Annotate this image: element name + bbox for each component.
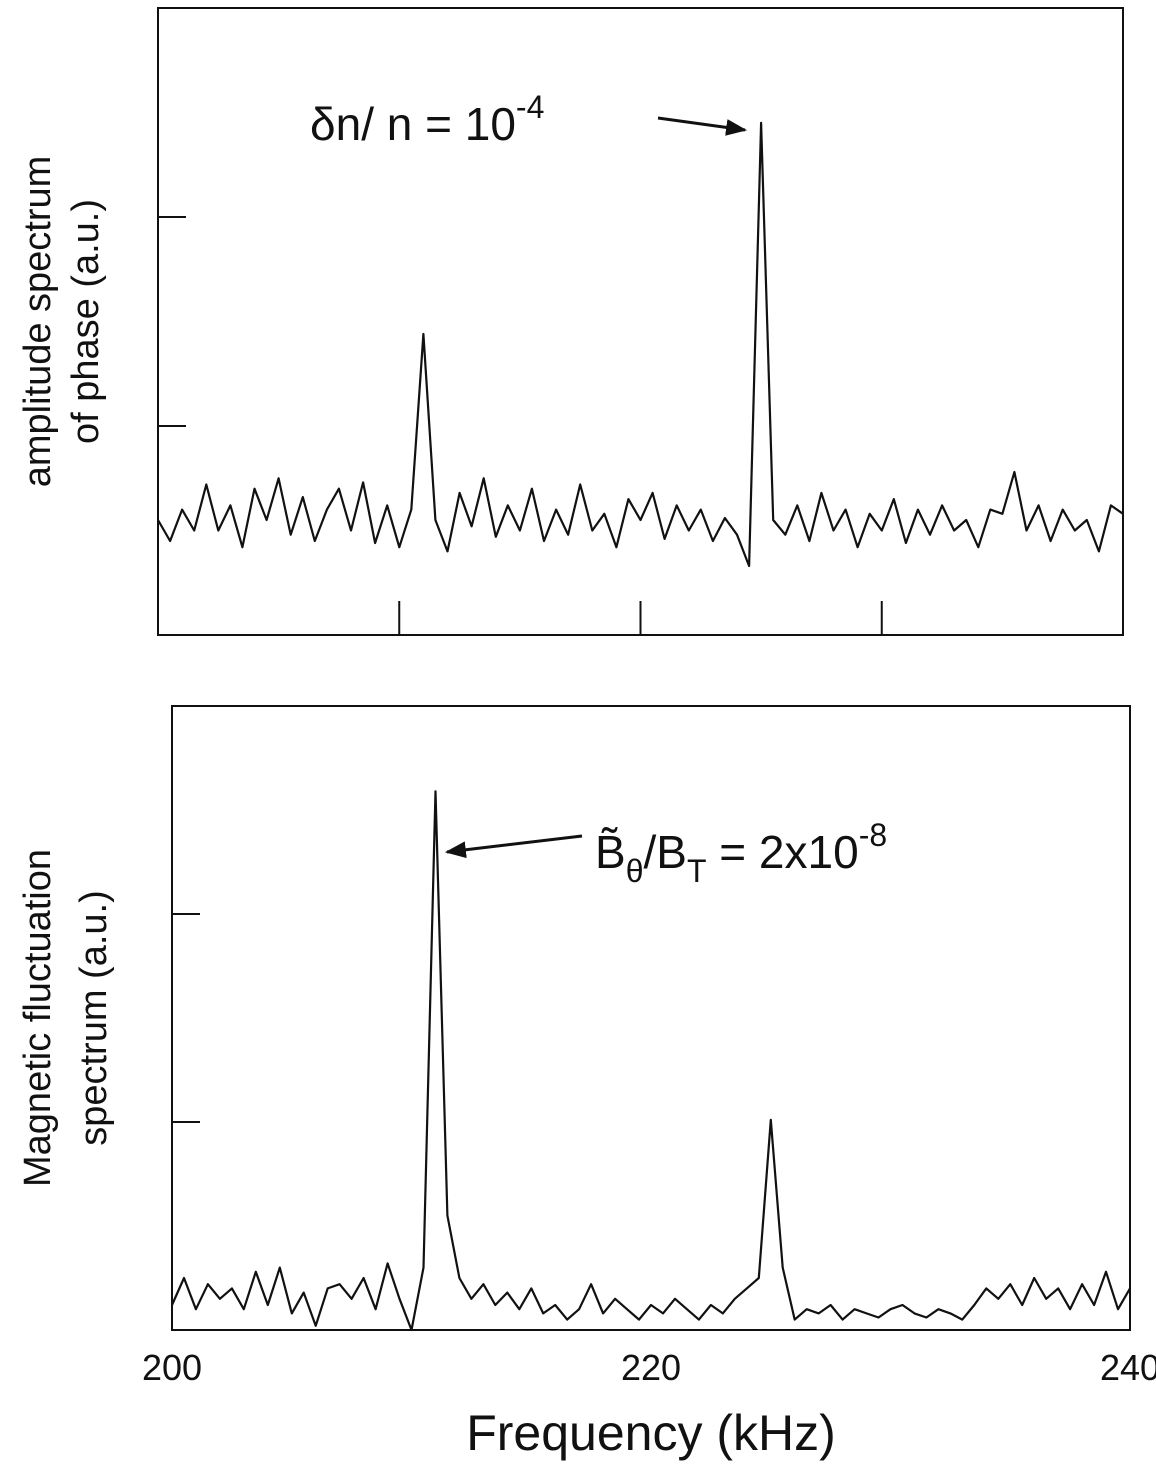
annotation: δn/ n = 10-4: [310, 89, 544, 150]
y-axis-label: Magnetic fluctuation: [17, 849, 59, 1187]
y-axis-label: of phase (a.u.): [65, 199, 107, 444]
plot-frame: [171, 705, 1131, 1331]
x-tick-label: 220: [621, 1347, 681, 1388]
x-tick-label: 240: [1100, 1347, 1156, 1388]
annotation-arrow: [444, 834, 583, 859]
x-tick-label: 200: [142, 1347, 202, 1388]
y-axis-label: spectrum (a.u.): [73, 890, 115, 1146]
x-axis-label: Frequency (kHz): [466, 1405, 836, 1461]
data-line: [157, 121, 1124, 568]
plot-frame: [157, 7, 1124, 636]
annotation-arrow: [657, 116, 748, 136]
y-axis-label: amplitude spectrum: [17, 156, 59, 488]
data-line: [170, 790, 1131, 1332]
annotation: B̃θ/BT = 2x10-8: [595, 817, 887, 889]
